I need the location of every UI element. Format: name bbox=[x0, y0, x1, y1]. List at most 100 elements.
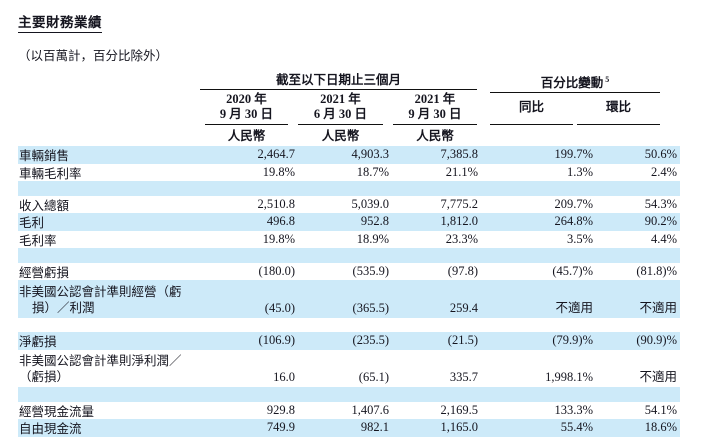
cell-value: 21.1% bbox=[445, 164, 478, 179]
cell-value: 50.6% bbox=[644, 147, 677, 162]
cell-value: 不適用 bbox=[639, 300, 677, 315]
cell-value: 264.8% bbox=[554, 214, 593, 229]
row-label: 淨虧損 bbox=[19, 335, 57, 350]
row-label: 自由現金流 bbox=[19, 422, 82, 437]
page-title: 主要財務業績 bbox=[18, 11, 102, 33]
cell-value: 54.1% bbox=[644, 402, 677, 417]
row-label: 經營現金流量 bbox=[19, 404, 95, 419]
units-note: （以百萬計，百分比除外） bbox=[18, 49, 169, 63]
cell-value: 1,812.0 bbox=[440, 214, 479, 229]
cell-value: 3.5% bbox=[566, 231, 593, 246]
qoq-label: 環比 bbox=[605, 99, 631, 114]
cell-value: 19.8% bbox=[262, 164, 295, 179]
table-row: 毛利 496.8 952.8 1,812.0 264.8% 90.2% bbox=[18, 213, 680, 231]
cell-value: (90.9)% bbox=[636, 333, 677, 348]
cell-value: (79.9)% bbox=[552, 333, 593, 348]
cell-value: 4,903.3 bbox=[351, 147, 390, 162]
row-label-line: （虧損） bbox=[19, 370, 70, 384]
cell-value: 1,407.6 bbox=[351, 402, 390, 417]
cell-value: 2,464.7 bbox=[257, 147, 296, 162]
yoy-label: 同比 bbox=[518, 99, 544, 114]
row-label: 收入總額 bbox=[19, 198, 70, 213]
cell-value: (21.5) bbox=[447, 333, 478, 348]
cell-value: 7,775.2 bbox=[440, 196, 479, 211]
col-year: 2020 年 bbox=[226, 92, 267, 106]
table-row: 車輛毛利率 19.8% 18.7% 21.1% 1.3% 2.4% bbox=[18, 164, 680, 182]
cell-value: 不適用 bbox=[555, 300, 593, 315]
table-spacer-row bbox=[18, 181, 680, 196]
table-row: 毛利率 19.8% 18.9% 23.3% 3.5% 4.4% bbox=[18, 231, 680, 249]
cell-value: (65.1) bbox=[358, 370, 389, 384]
cell-value: 929.8 bbox=[266, 402, 295, 417]
row-label: 經營虧損 bbox=[19, 265, 70, 280]
col-year: 2021 年 bbox=[320, 92, 361, 106]
cell-value: 209.7% bbox=[554, 196, 593, 211]
col-header-period-2: 2021 年 6 月 30 日 bbox=[298, 90, 383, 125]
cell-value: 19.8% bbox=[262, 231, 295, 246]
footnote-marker: 5 bbox=[605, 75, 610, 84]
cell-value: (97.8) bbox=[447, 263, 478, 278]
col-header-qoq: 環比 bbox=[577, 90, 660, 125]
cell-value: 90.2% bbox=[644, 214, 677, 229]
cell-value: 55.4% bbox=[560, 420, 593, 435]
cell-value: 1.3% bbox=[566, 164, 593, 179]
table-row: 非美國公認會計準則經營（虧 損）／利潤 (45.0) (365.5) 259.4 不適用 不… bbox=[18, 280, 680, 318]
currency-label-3: 人民幣 bbox=[416, 129, 454, 143]
cell-value: 54.3% bbox=[644, 196, 677, 211]
table-spacer-row bbox=[18, 387, 680, 402]
row-label: 毛利 bbox=[19, 216, 45, 231]
cell-value: 749.9 bbox=[266, 420, 295, 435]
table-row: 非美國公認會計準則淨利潤／ （虧損） 16.0 (65.1) 335.7 1,998.1%… bbox=[18, 350, 680, 388]
period-group-header: 截至以下日期止三個月 bbox=[200, 70, 477, 90]
pct-change-label: 百分比變動 bbox=[540, 76, 604, 91]
col-date: 9 月 30 日 bbox=[219, 107, 274, 121]
cell-value: 16.0 bbox=[273, 370, 295, 384]
cell-value: 7,385.8 bbox=[440, 147, 479, 162]
cell-value: (235.5) bbox=[352, 333, 389, 348]
row-label: 車輛毛利率 bbox=[19, 166, 82, 181]
cell-value: 952.8 bbox=[360, 214, 389, 229]
table-row: 經營現金流量 929.8 1,407.6 2,169.5 133.3% 54.1% bbox=[18, 402, 680, 420]
cell-value: 335.7 bbox=[449, 370, 478, 384]
row-label-line: 損）／利潤 bbox=[32, 300, 95, 315]
table-spacer-row bbox=[18, 318, 680, 333]
cell-value: 18.6% bbox=[644, 420, 677, 435]
row-label-line: 非美國公認會計準則淨利潤／ bbox=[19, 354, 182, 368]
col-header-yoy: 同比 bbox=[490, 90, 573, 125]
pct-change-group-header: 百分比變動 5 bbox=[490, 70, 660, 94]
cell-value: (535.9) bbox=[352, 263, 389, 278]
row-label: 非美國公認會計準則經營（虧 損）／利潤 bbox=[18, 284, 200, 316]
cell-value: 199.7% bbox=[554, 147, 593, 162]
row-label: 毛利率 bbox=[19, 233, 57, 248]
table-row: 淨虧損 (106.9) (235.5) (21.5) (79.9)% (90.9)% bbox=[18, 332, 680, 350]
financial-results-table: 截至以下日期止三個月 百分比變動 5 2020 年 9 月 30 日 2021 年… bbox=[18, 70, 680, 437]
row-label: 非美國公認會計準則淨利潤／ （虧損） bbox=[18, 353, 200, 385]
cell-value: 4.4% bbox=[650, 231, 677, 246]
col-header-period-3: 2021 年 9 月 30 日 bbox=[393, 90, 477, 125]
table-header: 截至以下日期止三個月 百分比變動 5 2020 年 9 月 30 日 2021 年… bbox=[18, 70, 680, 146]
table-spacer-row bbox=[18, 248, 680, 263]
col-header-period-1: 2020 年 9 月 30 日 bbox=[205, 90, 288, 125]
cell-value: 496.8 bbox=[266, 214, 295, 229]
cell-value: (106.9) bbox=[258, 333, 295, 348]
cell-value: 2,169.5 bbox=[440, 402, 479, 417]
cell-value: (180.0) bbox=[258, 263, 295, 278]
cell-value: 1,998.1% bbox=[545, 370, 593, 384]
cell-value: 23.3% bbox=[445, 231, 478, 246]
table-row: 車輛銷售 2,464.7 4,903.3 7,385.8 199.7% 50.6% bbox=[18, 146, 680, 164]
cell-value: 5,039.0 bbox=[351, 196, 390, 211]
cell-value: 982.1 bbox=[360, 420, 389, 435]
cell-value: 2,510.8 bbox=[257, 196, 296, 211]
cell-value: 18.9% bbox=[356, 231, 389, 246]
table-row: 收入總額 2,510.8 5,039.0 7,775.2 209.7% 54.3% bbox=[18, 196, 680, 214]
cell-value: 133.3% bbox=[554, 402, 593, 417]
cell-value: 18.7% bbox=[356, 164, 389, 179]
row-label: 車輛銷售 bbox=[19, 149, 70, 164]
currency-label-2: 人民幣 bbox=[321, 129, 360, 143]
col-year: 2021 年 bbox=[414, 92, 456, 106]
cell-value: (81.8)% bbox=[636, 263, 677, 278]
cell-value: (45.7)% bbox=[552, 263, 593, 278]
col-date: 9 月 30 日 bbox=[408, 107, 462, 121]
cell-value: 1,165.0 bbox=[440, 420, 479, 435]
